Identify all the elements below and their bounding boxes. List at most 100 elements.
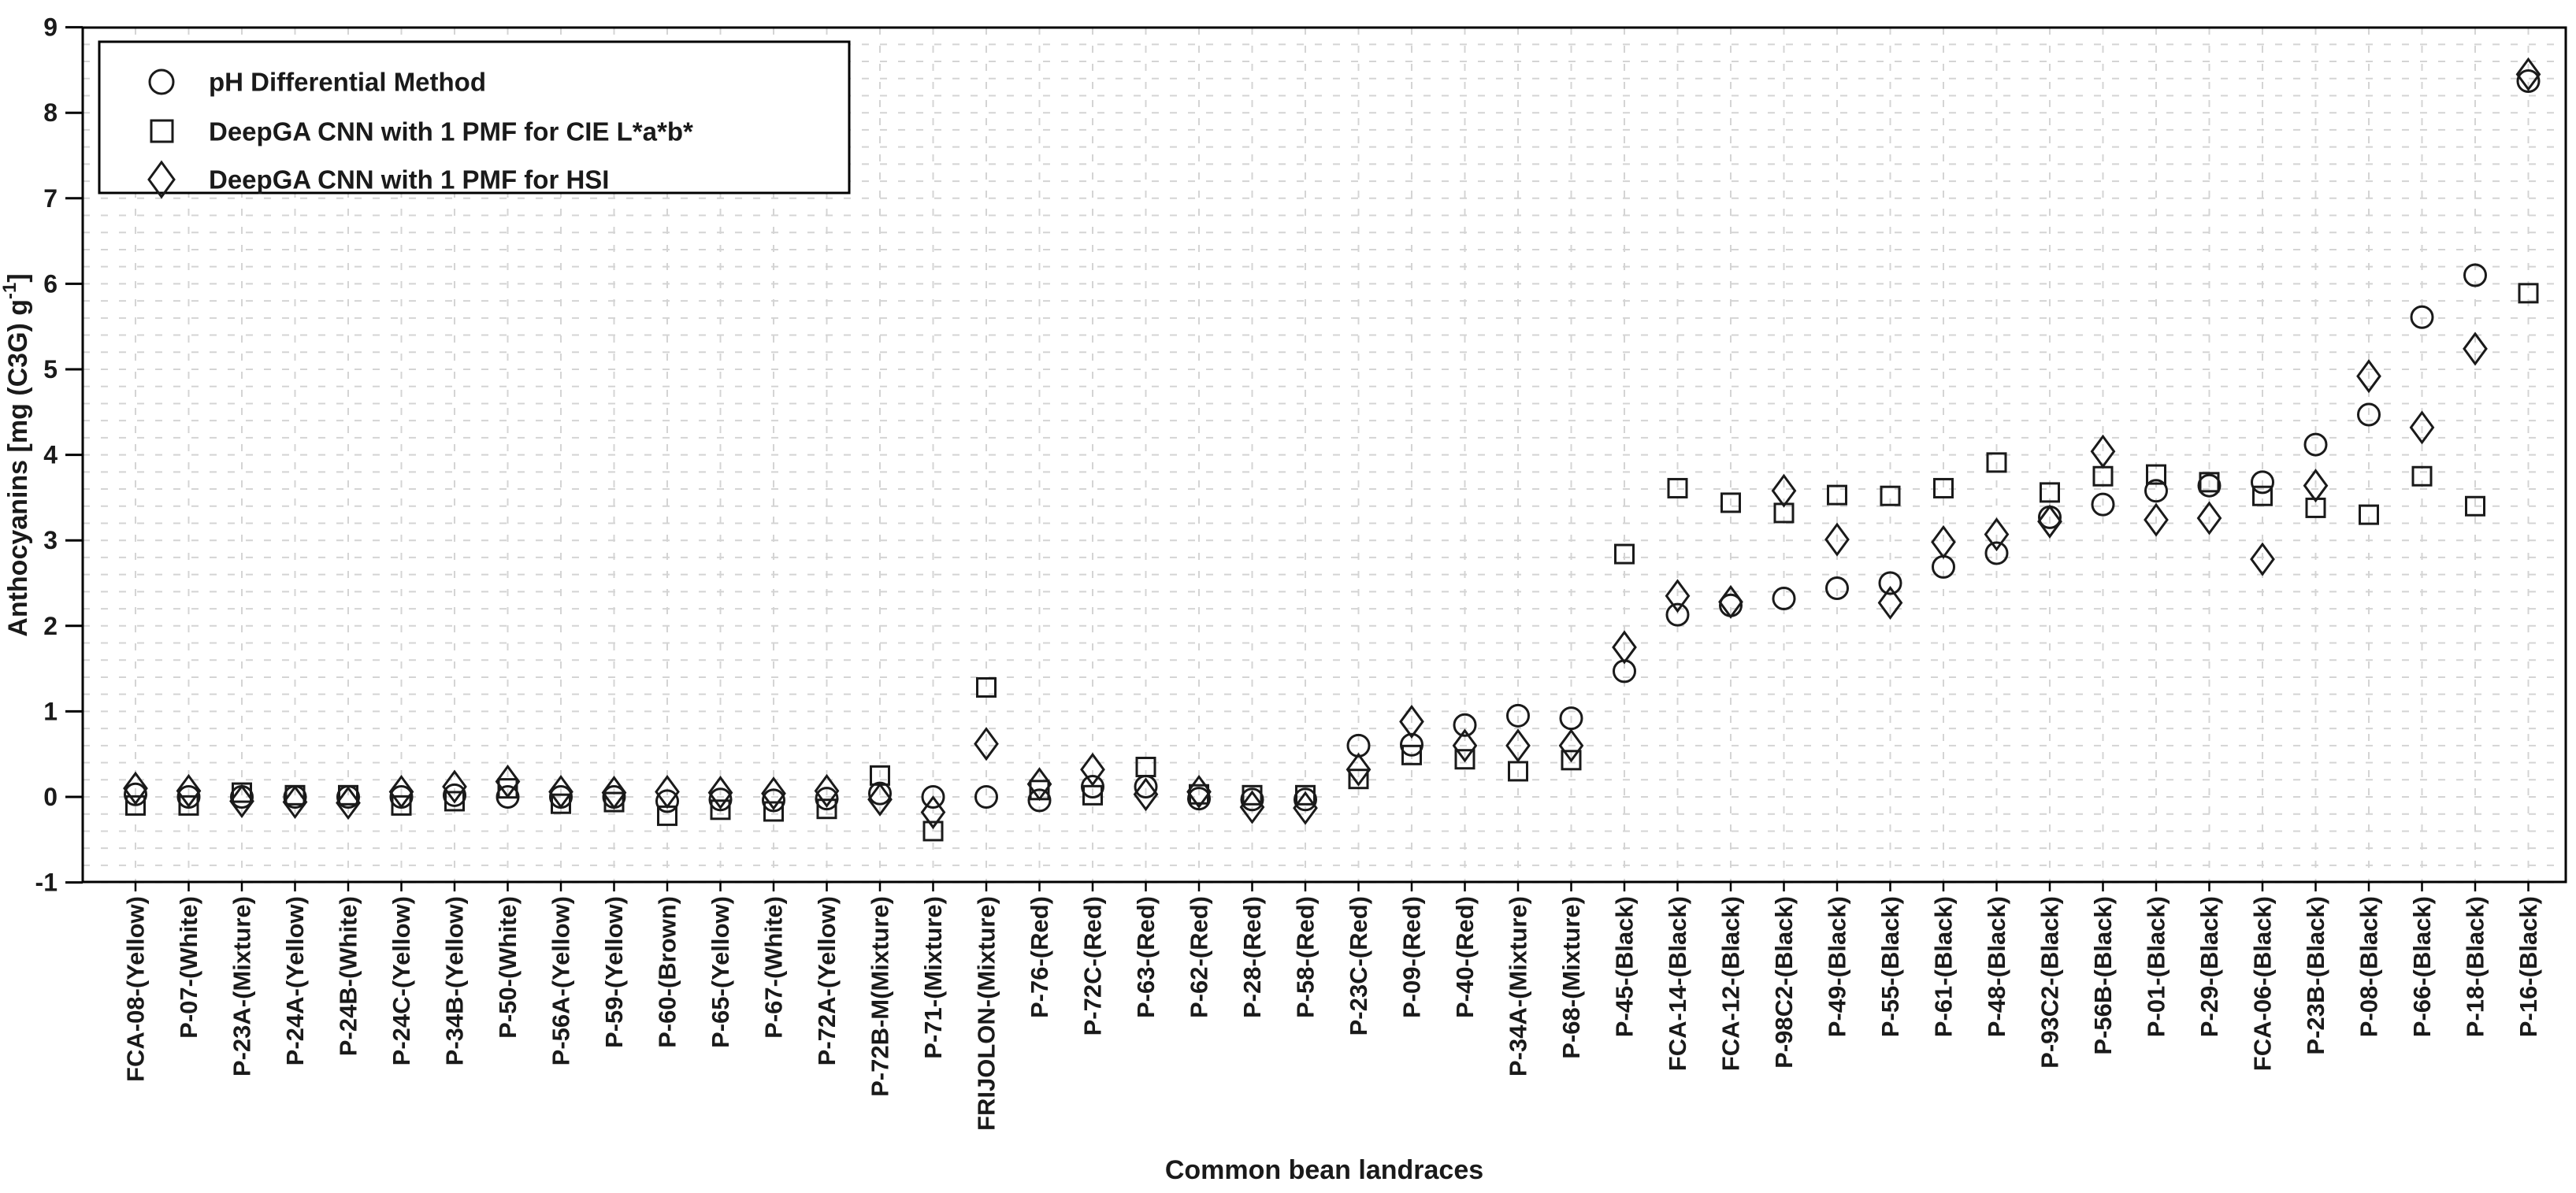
marker-circle <box>2091 492 2115 517</box>
x-tick-label: P-60-(Brown) <box>654 896 681 1048</box>
marker-circle <box>496 785 520 809</box>
x-tick-label: FCA-06-(Black) <box>2249 896 2277 1071</box>
marker-circle <box>2144 479 2168 503</box>
x-tick-label: P-59-(Yellow) <box>600 896 628 1048</box>
x-tick-label: P-23C-(Red) <box>1345 896 1372 1036</box>
marker-diamond <box>761 776 786 811</box>
marker-diamond <box>282 784 308 820</box>
x-tick-label: P-34B-(Yellow) <box>441 896 469 1065</box>
marker-circle <box>2197 473 2222 498</box>
marker-circle <box>1772 587 1796 611</box>
x-tick-label: P-65-(Yellow) <box>707 896 734 1048</box>
x-tick-label: FCA-14-(Black) <box>1664 896 1691 1071</box>
marker-diamond <box>548 774 573 810</box>
y-tick-label: 9 <box>43 13 58 42</box>
marker-diamond <box>1346 752 1372 787</box>
x-tick-label: P-66-(Black) <box>2408 896 2436 1037</box>
marker-diamond <box>1452 728 1478 763</box>
y-tick-label: 7 <box>43 184 58 213</box>
marker-diamond <box>176 773 202 808</box>
marker-circle <box>1187 787 1211 811</box>
marker-square <box>2199 472 2220 493</box>
marker-circle <box>1453 713 1477 737</box>
marker-square <box>1986 452 2007 473</box>
marker-square <box>1561 750 1582 771</box>
x-tick-label: P-58-(Red) <box>1292 896 1320 1018</box>
marker-circle <box>1081 774 1104 798</box>
series-diamond <box>123 57 2541 830</box>
x-tick-label: P-49-(Black) <box>1824 896 1851 1037</box>
marker-square <box>1135 756 1156 777</box>
marker-diamond <box>1133 777 1159 812</box>
marker-circle <box>1027 788 1052 813</box>
marker-circle <box>1400 732 1423 757</box>
marker-diamond <box>2250 542 2275 576</box>
marker-diamond <box>1558 728 1584 763</box>
x-tick-label: P-28-(Red) <box>1238 896 1266 1018</box>
x-tick-label: P-08-(Black) <box>2355 896 2383 1037</box>
marker-diamond <box>655 774 680 810</box>
legend-circle-marker-icon <box>148 69 175 95</box>
marker-diamond <box>2356 359 2381 394</box>
y-tick-label: 4 <box>43 441 58 469</box>
marker-diamond <box>814 773 840 808</box>
marker-square <box>391 795 412 816</box>
marker-circle <box>1665 602 1690 627</box>
marker-square <box>178 795 199 816</box>
marker-circle <box>1878 571 1902 595</box>
marker-square <box>922 821 944 842</box>
marker-square <box>603 791 625 813</box>
marker-diamond <box>1505 728 1531 763</box>
x-tick-label: P-62-(Red) <box>1186 896 1213 1018</box>
legend-square-marker-icon <box>150 119 174 143</box>
marker-square <box>1348 769 1369 790</box>
x-axis-title: Common bean landraces <box>1165 1155 1483 1185</box>
x-tick-label: P-16-(Black) <box>2515 896 2542 1037</box>
marker-square <box>763 801 784 822</box>
y-tick-label: 2 <box>43 612 58 640</box>
marker-circle <box>1825 576 1849 601</box>
marker-square <box>125 795 146 816</box>
marker-diamond <box>601 776 627 810</box>
marker-diamond <box>336 786 361 821</box>
marker-circle <box>1294 787 1317 812</box>
marker-square <box>2465 495 2485 517</box>
marker-diamond <box>2409 410 2435 445</box>
marker-square <box>976 676 997 698</box>
marker-diamond <box>495 764 521 798</box>
y-tick-label: 3 <box>43 526 58 554</box>
marker-square <box>1933 477 1954 498</box>
y-axis-title-main: Anthocyanins [mg (C3G) g <box>3 299 33 637</box>
marker-circle <box>762 788 785 813</box>
x-tick-label: P-45-(Black) <box>1611 896 1639 1037</box>
y-tick-label: 0 <box>43 783 58 811</box>
marker-square <box>710 799 731 821</box>
marker-diamond <box>2090 434 2116 469</box>
x-tick-label: P-71-(Mixture) <box>919 896 947 1059</box>
marker-circle <box>2303 432 2328 457</box>
x-tick-label: P-93C2-(Black) <box>2036 896 2064 1069</box>
marker-square <box>2040 482 2060 503</box>
marker-square <box>2359 504 2379 525</box>
marker-circle <box>815 787 839 811</box>
marker-circle <box>1240 787 1264 812</box>
marker-circle <box>443 783 466 807</box>
x-tick-label: P-63-(Red) <box>1132 896 1160 1018</box>
x-tick-label: P-29-(Black) <box>2196 896 2223 1037</box>
marker-circle <box>921 785 945 809</box>
x-tick-label: FCA-12-(Black) <box>1717 896 1745 1071</box>
marker-circle <box>1506 703 1530 728</box>
marker-diamond <box>867 782 893 817</box>
y-tick-label: 1 <box>43 697 58 725</box>
x-tick-label: FRIJOLON-(Mixture) <box>973 896 1000 1131</box>
marker-circle <box>2410 305 2434 329</box>
marker-square <box>444 791 465 812</box>
marker-square <box>1454 749 1475 770</box>
marker-square <box>2411 465 2433 487</box>
marker-diamond <box>2515 57 2541 91</box>
marker-square <box>232 782 252 803</box>
marker-square <box>2146 464 2166 485</box>
x-tick-label: P-18-(Black) <box>2462 896 2489 1037</box>
